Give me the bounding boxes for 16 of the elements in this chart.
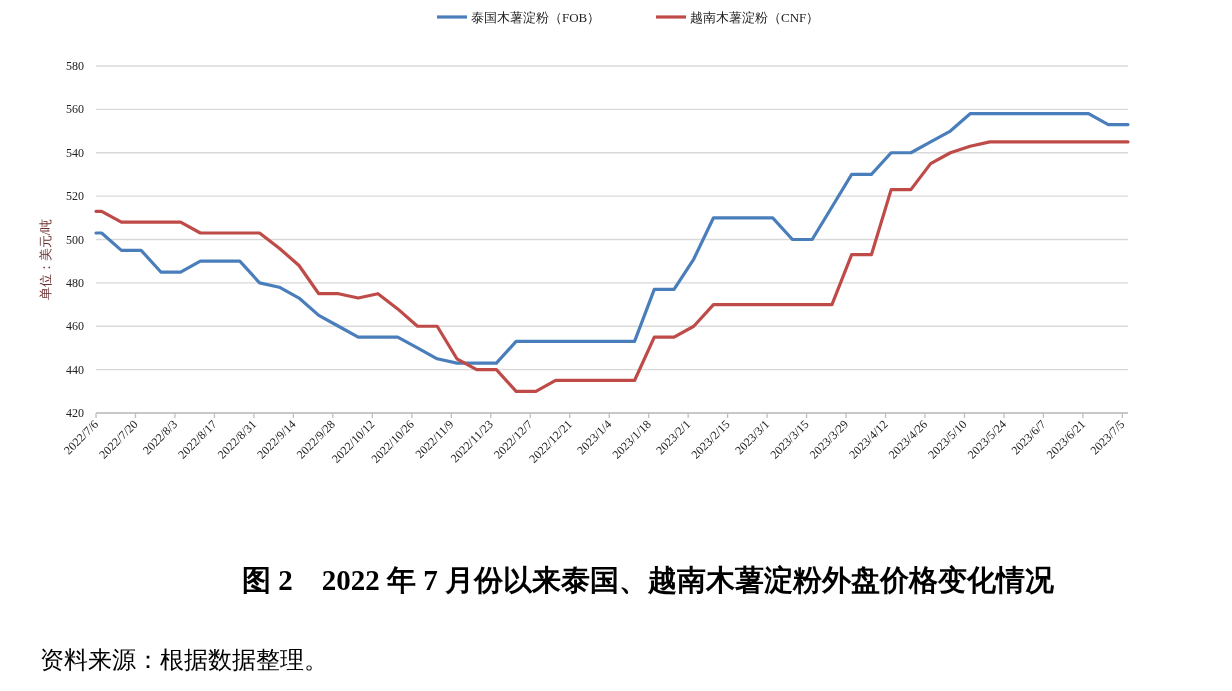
y-tick-label: 460	[66, 319, 84, 334]
text: 资料来源：根据数据整理。	[40, 647, 328, 673]
y-tick-label: 440	[66, 362, 84, 377]
y-tick-label: 480	[66, 275, 84, 290]
legend-label: 泰国木薯淀粉（FOB）	[471, 10, 601, 25]
text: 图 2 2022 年 7 月份以来泰国、越南木薯淀粉外盘价格变化情况	[242, 564, 1055, 596]
y-tick-label: 520	[66, 189, 84, 204]
y-tick-label: 420	[66, 406, 84, 420]
y-tick-label: 560	[66, 102, 84, 117]
line-series	[94, 140, 1130, 393]
y-tick-label: 540	[66, 145, 84, 160]
line-series	[94, 112, 1130, 365]
y-axis-title: 单位：美元/吨	[38, 218, 53, 301]
y-tick-label: 500	[66, 232, 84, 247]
y-tick-label: 580	[66, 59, 84, 73]
legend-label: 越南木薯淀粉（CNF）	[690, 10, 820, 25]
